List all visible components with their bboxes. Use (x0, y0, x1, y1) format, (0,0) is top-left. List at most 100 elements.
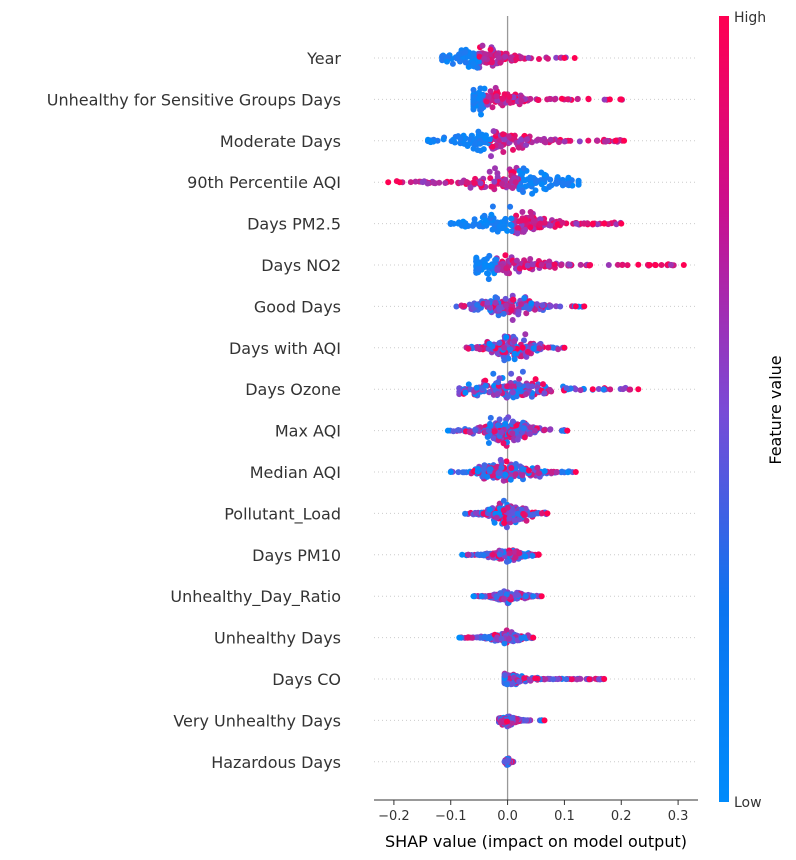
shap-point (538, 510, 545, 517)
shap-point (520, 165, 527, 172)
shap-point (478, 106, 485, 113)
shap-point (482, 262, 489, 269)
shap-point (528, 512, 535, 518)
shap-point (652, 262, 659, 268)
shap-point (525, 54, 532, 61)
shap-point (520, 425, 527, 432)
shap-point (444, 427, 451, 434)
shap-point (490, 435, 497, 442)
feature-label: Good Days (254, 297, 341, 316)
shap-point (556, 139, 562, 146)
shap-point (524, 348, 531, 355)
shap-point (516, 381, 523, 388)
shap-point (502, 295, 509, 302)
colorbar-high-label: High (734, 10, 766, 26)
shap-point (529, 261, 536, 268)
shap-point (541, 185, 548, 192)
shap-point (509, 418, 516, 425)
shap-point (492, 165, 498, 172)
feature-label: Max AQI (275, 422, 341, 441)
shap-point (510, 146, 516, 153)
shap-point (489, 551, 496, 558)
feature-label: Year (306, 49, 341, 68)
shap-point (547, 426, 554, 433)
shap-point (542, 676, 549, 683)
shap-point (489, 104, 496, 111)
shap-point (574, 96, 581, 103)
shap-point (532, 376, 539, 383)
shap-point (472, 427, 479, 434)
shap-point (494, 228, 501, 235)
shap-point (500, 310, 507, 317)
shap-point (504, 757, 511, 764)
shap-point (458, 179, 465, 186)
shap-point (462, 49, 469, 56)
shap-point (465, 345, 472, 352)
colorbar-low-label: Low (734, 795, 762, 811)
shap-point (541, 390, 548, 397)
feature-label: Days with AQI (229, 339, 341, 358)
shap-point (412, 178, 419, 185)
shap-point (523, 310, 530, 317)
shap-point (547, 222, 554, 229)
shap-point (522, 226, 529, 233)
shap-point (482, 217, 489, 224)
shap-point (509, 389, 516, 396)
shap-point (620, 386, 626, 393)
shap-point (464, 634, 471, 641)
shap-point (513, 257, 520, 264)
shap-point (487, 414, 494, 421)
shap-point (533, 178, 540, 185)
shap-point (504, 718, 510, 725)
points-layer (385, 42, 687, 768)
shap-point (503, 458, 510, 465)
feature-label: Unhealthy Days (214, 629, 341, 648)
shap-point (469, 222, 476, 229)
shap-point (488, 211, 495, 218)
shap-point (522, 177, 528, 184)
shap-point (465, 381, 472, 388)
feature-label: Days PM10 (252, 546, 341, 565)
shap-point (487, 175, 494, 182)
shap-point (505, 182, 512, 189)
shap-point (489, 143, 496, 150)
shap-point (522, 391, 529, 398)
shap-point (525, 467, 532, 474)
shap-point (521, 337, 527, 344)
shap-point (565, 174, 572, 181)
shap-point (503, 681, 510, 688)
shap-point (534, 464, 541, 471)
shap-point (524, 136, 531, 143)
shap-point (501, 640, 508, 647)
shap-point (524, 262, 531, 269)
shap-point (396, 179, 403, 186)
shap-point (472, 510, 479, 517)
shap-point (501, 136, 508, 143)
shap-point (600, 386, 607, 393)
shap-point (430, 179, 437, 186)
shap-point (504, 504, 511, 511)
shap-point (455, 427, 462, 433)
shap-point (515, 144, 522, 151)
shap-point (508, 215, 515, 222)
shap-point (483, 98, 490, 105)
shap-point (465, 551, 472, 558)
shap-point (555, 346, 562, 353)
shap-point (489, 226, 496, 233)
x-tick-label: −0.2 (378, 809, 410, 824)
shap-point (447, 469, 454, 475)
shap-point (523, 304, 530, 311)
shap-point (530, 634, 537, 641)
shap-point (561, 55, 568, 61)
shap-point (522, 593, 529, 600)
shap-point (512, 471, 519, 478)
shap-point (635, 261, 642, 268)
shap-point (564, 96, 571, 103)
feature-label: Days PM2.5 (247, 215, 341, 234)
shap-point (502, 471, 509, 478)
shap-point (530, 217, 537, 224)
shap-point (467, 184, 474, 191)
shap-point (516, 376, 523, 382)
shap-point (585, 95, 592, 102)
